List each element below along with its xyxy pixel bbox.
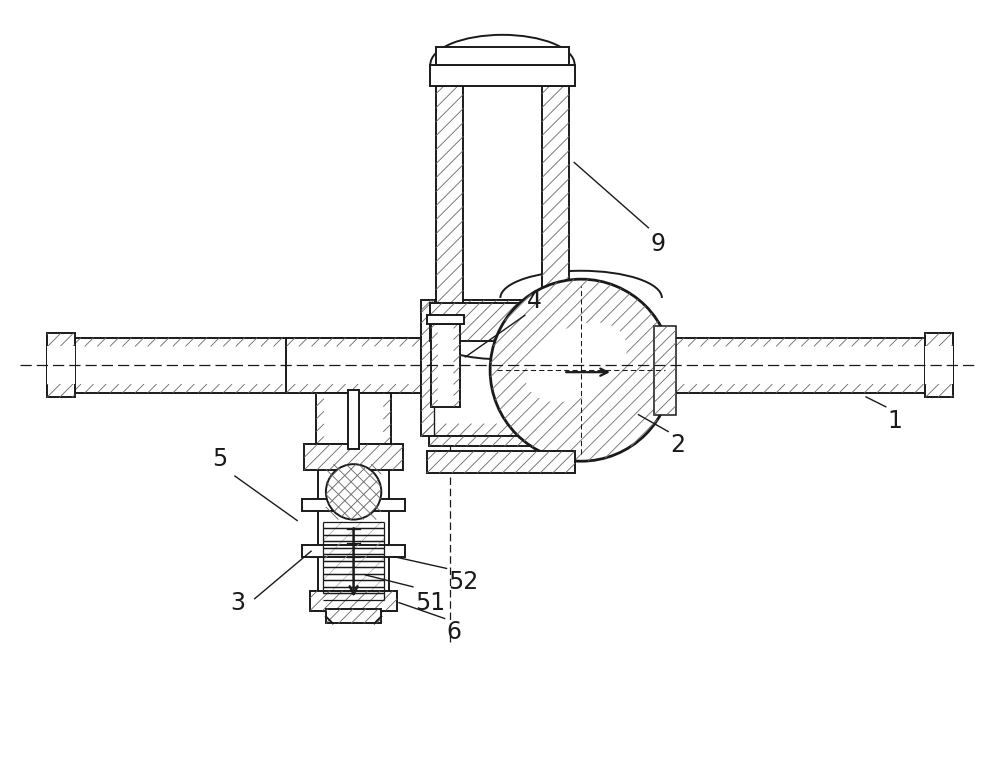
Text: 52: 52 xyxy=(449,570,479,594)
Bar xyxy=(436,46,569,64)
Bar xyxy=(427,315,464,324)
Bar xyxy=(47,333,75,398)
Text: 9: 9 xyxy=(650,232,665,256)
Bar xyxy=(925,333,953,398)
Text: 6: 6 xyxy=(447,621,462,645)
Bar xyxy=(47,346,75,384)
Bar xyxy=(429,436,553,446)
Bar xyxy=(310,591,397,611)
Text: 51: 51 xyxy=(415,591,445,615)
Bar xyxy=(654,326,676,415)
Text: 1: 1 xyxy=(888,408,903,432)
Bar xyxy=(316,604,391,611)
Text: 5: 5 xyxy=(212,447,227,471)
Bar xyxy=(348,390,359,449)
Bar xyxy=(430,303,575,340)
Circle shape xyxy=(490,279,672,461)
Bar xyxy=(326,608,381,623)
Bar xyxy=(431,324,460,407)
Bar xyxy=(47,338,421,393)
Bar xyxy=(302,499,405,511)
Text: 2: 2 xyxy=(670,433,685,457)
Ellipse shape xyxy=(525,322,627,402)
Bar xyxy=(421,300,561,436)
Bar xyxy=(430,64,575,86)
Bar xyxy=(549,338,953,393)
Bar xyxy=(316,393,391,444)
Text: 4: 4 xyxy=(527,289,542,313)
Bar xyxy=(925,346,953,384)
Bar xyxy=(302,546,405,557)
Bar xyxy=(304,444,403,470)
Circle shape xyxy=(326,464,381,519)
Bar xyxy=(427,451,575,473)
Bar xyxy=(286,338,421,393)
Bar xyxy=(436,86,463,304)
Bar xyxy=(318,444,389,604)
Text: 3: 3 xyxy=(230,591,245,615)
Bar xyxy=(542,86,569,304)
